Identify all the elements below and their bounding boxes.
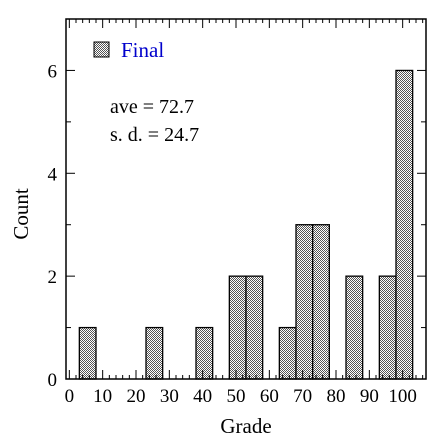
- x-axis-title: Grade: [220, 414, 271, 438]
- x-tick-label: 10: [93, 386, 112, 407]
- y-tick-label: 4: [48, 164, 58, 185]
- bars-group: [78, 69, 414, 380]
- legend-label-final: Final: [121, 38, 164, 62]
- histogram-bar: [228, 275, 247, 380]
- axes-group: [65, 18, 427, 380]
- histogram-bar: [395, 69, 414, 380]
- std-dev-annotation: s. d. = 24.7: [110, 124, 199, 146]
- legend-swatch: [93, 41, 110, 58]
- x-tick-label: 40: [193, 386, 212, 407]
- average-annotation: ave = 72.7: [110, 96, 194, 118]
- x-tick-label: 30: [160, 386, 179, 407]
- y-tick-label: 2: [48, 267, 58, 288]
- histogram-bar: [278, 326, 297, 380]
- legend: Final: [93, 38, 164, 62]
- x-tick-label: 50: [227, 386, 246, 407]
- plot-frame: [65, 18, 427, 380]
- histogram-bar: [78, 326, 97, 380]
- histogram-bar: [345, 275, 364, 380]
- x-tick-label: 20: [127, 386, 146, 407]
- ticks-group: 0 10 20 30 40 50 60 70 80 90 100 0 2 4 6: [48, 18, 426, 407]
- y-tick-label: 0: [48, 370, 58, 391]
- histogram-bar: [245, 275, 264, 380]
- x-tick-label: 90: [360, 386, 379, 407]
- histogram-bar: [295, 224, 314, 380]
- x-tick-label: 70: [293, 386, 312, 407]
- histogram-bar: [312, 224, 330, 380]
- y-axis-title: Count: [9, 188, 33, 240]
- x-tick-label: 80: [327, 386, 346, 407]
- histogram-bar: [378, 275, 397, 380]
- x-tick-label: 60: [260, 386, 279, 407]
- x-tick-label: 100: [388, 386, 417, 407]
- y-tick-label: 6: [48, 61, 58, 82]
- x-tick-label: 0: [65, 386, 75, 407]
- histogram-bar: [195, 326, 214, 380]
- histogram-bar: [145, 326, 164, 380]
